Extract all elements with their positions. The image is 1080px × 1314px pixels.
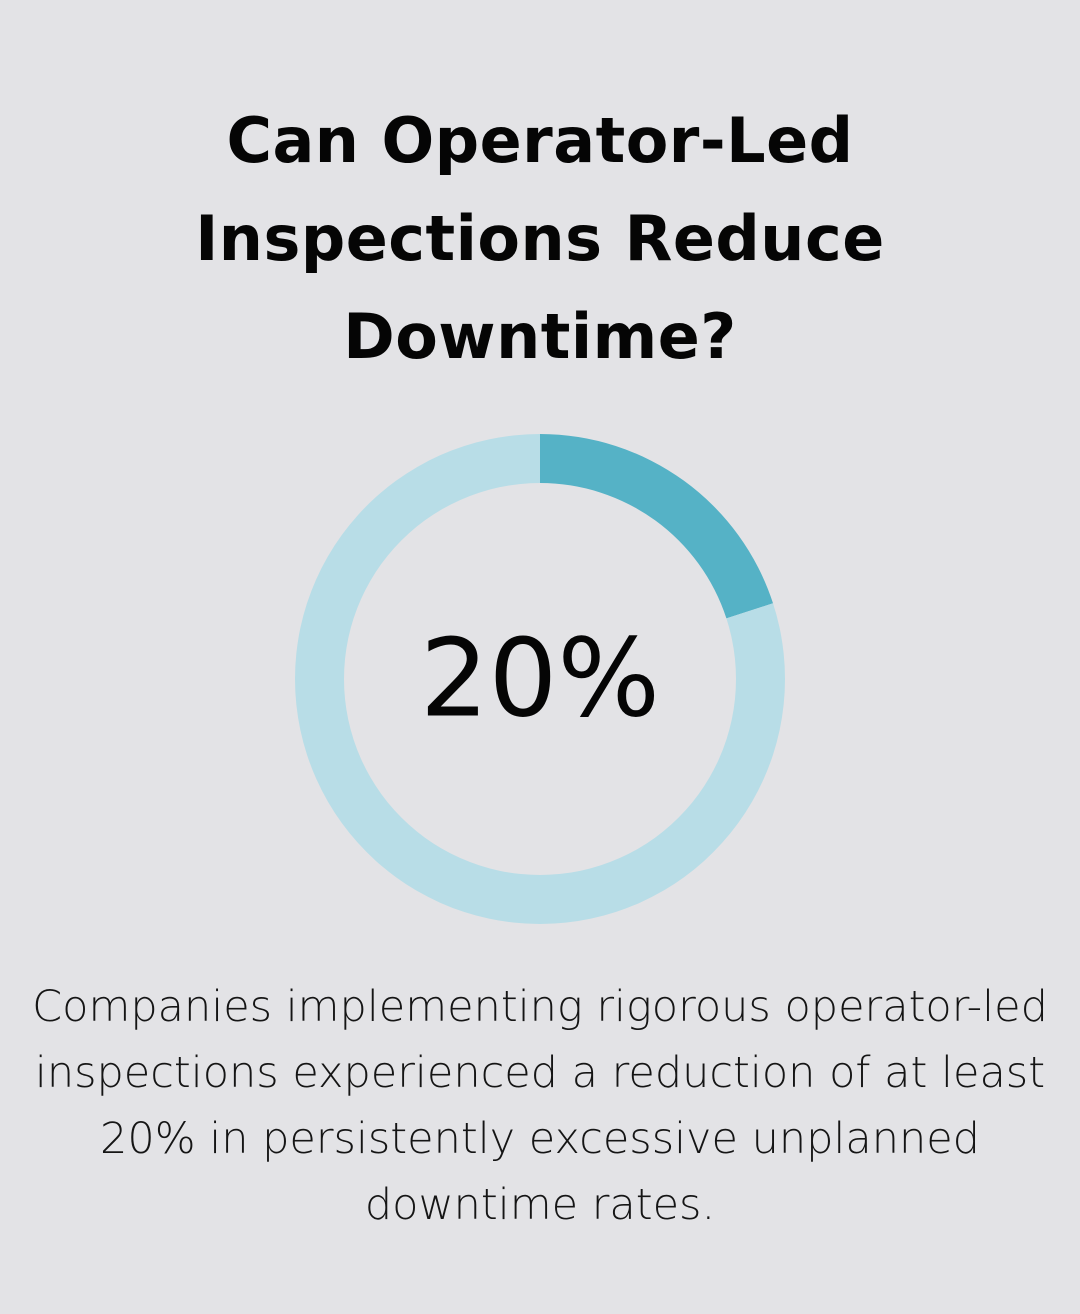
donut-svg: 20% (295, 434, 785, 924)
donut-center-value: 20% (420, 617, 660, 742)
donut-slice-highlight (540, 434, 774, 619)
chart-caption: Companies implementing rigorous operator… (32, 982, 1048, 1230)
donut-slices (295, 434, 785, 924)
chart-title: Can Operator-Led Inspections Reduce Down… (195, 104, 885, 373)
donut-chart: 20% (295, 434, 785, 924)
